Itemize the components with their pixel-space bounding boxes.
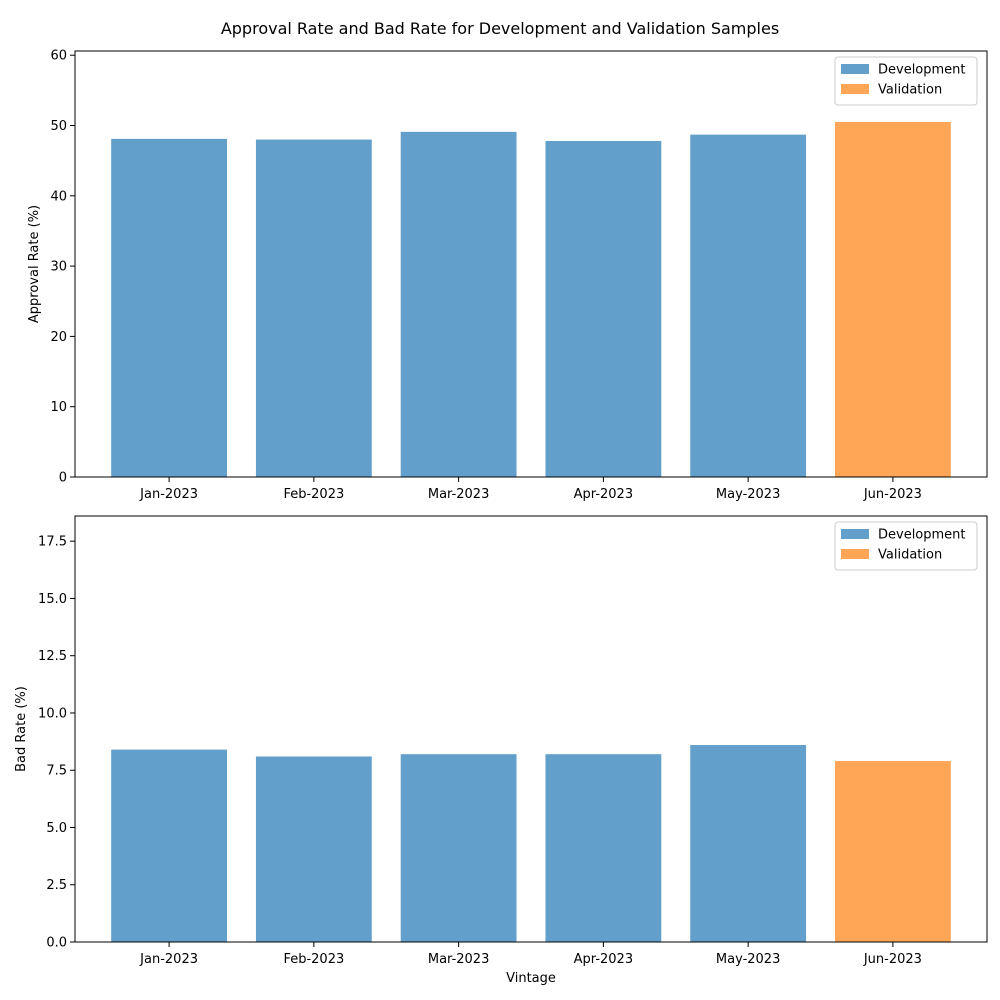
y-tick-label: 15.0 bbox=[38, 592, 67, 607]
x-tick-label: May-2023 bbox=[716, 952, 780, 967]
x-tick-label: May-2023 bbox=[716, 487, 780, 502]
legend-swatch-validation bbox=[841, 549, 869, 559]
legend-label-validation: Validation bbox=[878, 83, 942, 98]
legend-label-development: Development bbox=[878, 528, 966, 543]
axes-frame bbox=[74, 50, 988, 478]
x-tick-label: Feb-2023 bbox=[283, 952, 344, 967]
y-tick-label: 10.0 bbox=[38, 706, 67, 721]
legend-swatch-development bbox=[841, 64, 869, 74]
y-tick-label: 0 bbox=[59, 471, 67, 486]
bar-development-jan-2023 bbox=[111, 749, 227, 942]
bar-development-apr-2023 bbox=[545, 754, 662, 942]
y-tick-label: 7.5 bbox=[46, 764, 67, 779]
bar-development-may-2023 bbox=[690, 745, 807, 942]
bar-development-apr-2023 bbox=[545, 140, 662, 478]
bar-development-mar-2023 bbox=[400, 754, 517, 942]
bar-group bbox=[111, 745, 951, 942]
y-axis-label: Bad Rate (%) bbox=[14, 686, 29, 772]
y-tick-label: 12.5 bbox=[38, 649, 67, 664]
approval-rate-chart: 0 10 20 30 40 50 60 Jan-2023 Feb-2023 Mar-2023 Apr… bbox=[27, 49, 988, 502]
legend-swatch-validation bbox=[841, 84, 869, 94]
x-axis-label: Vintage bbox=[506, 971, 556, 986]
y-tick-label: 0.0 bbox=[46, 936, 67, 951]
bar-development-feb-2023 bbox=[255, 756, 372, 942]
x-tick-label: Jan-2023 bbox=[139, 952, 198, 967]
y-tick-label: 20 bbox=[50, 330, 67, 345]
y-tick-label: 5.0 bbox=[46, 821, 67, 836]
bar-validation-jun-2023 bbox=[835, 761, 951, 942]
bar-development-may-2023 bbox=[690, 134, 807, 477]
y-tick-label: 50 bbox=[50, 119, 67, 134]
y-tick-label: 60 bbox=[50, 49, 67, 64]
bad-rate-chart: 0.0 2.5 5.0 7.5 10.0 12.5 15.0 17.5 Jan-2023 Feb-… bbox=[14, 515, 988, 986]
legend-box bbox=[834, 521, 978, 571]
bar-development-mar-2023 bbox=[400, 131, 517, 477]
legend-box bbox=[834, 56, 978, 106]
legend: Development Validation bbox=[834, 521, 978, 571]
x-tick-label: Apr-2023 bbox=[574, 952, 633, 967]
x-tick-label: Mar-2023 bbox=[428, 952, 489, 967]
x-tick-label: Jan-2023 bbox=[139, 487, 198, 502]
x-tick-label: Jun-2023 bbox=[863, 952, 922, 967]
legend: Development Validation bbox=[834, 56, 978, 106]
bar-development-jan-2023 bbox=[111, 138, 227, 477]
legend-label-validation: Validation bbox=[878, 548, 942, 563]
x-tick-label: Jun-2023 bbox=[863, 487, 922, 502]
figure-title: Approval Rate and Bad Rate for Developme… bbox=[221, 19, 779, 38]
y-tick-label: 40 bbox=[50, 189, 67, 204]
y-tick-label: 17.5 bbox=[38, 535, 67, 550]
y-tick-label: 2.5 bbox=[46, 878, 67, 893]
y-axis-label: Approval Rate (%) bbox=[27, 205, 42, 323]
bar-validation-jun-2023 bbox=[835, 122, 951, 477]
bar-development-feb-2023 bbox=[255, 139, 372, 477]
legend-label-development: Development bbox=[878, 63, 966, 78]
y-tick-label: 30 bbox=[50, 260, 67, 275]
legend-swatch-development bbox=[841, 529, 869, 539]
x-tick-label: Feb-2023 bbox=[283, 487, 344, 502]
y-tick-label: 10 bbox=[50, 400, 67, 415]
x-tick-label: Apr-2023 bbox=[574, 487, 633, 502]
bar-group bbox=[111, 122, 951, 478]
x-tick-label: Mar-2023 bbox=[428, 487, 489, 502]
axes-frame bbox=[74, 515, 988, 943]
